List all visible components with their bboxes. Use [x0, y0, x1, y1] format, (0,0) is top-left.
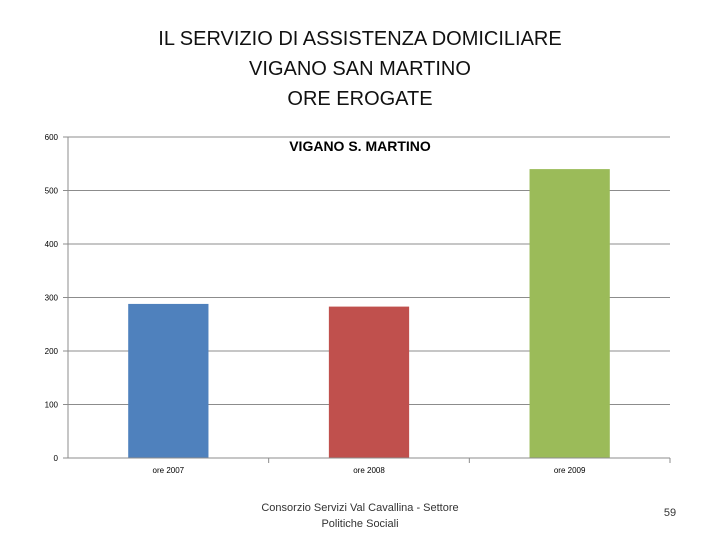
footer-line-1: Consorzio Servizi Val Cavallina - Settor… [261, 502, 459, 514]
bar-ore-2007 [128, 303, 209, 458]
footer-line-2: Politiche Sociali [321, 518, 399, 530]
y-tick-label-100: 100 [45, 401, 59, 410]
chart-title: VIGANO S. MARTINO [289, 138, 431, 154]
slide-title-line-3: ORE EROGATE [287, 88, 433, 110]
y-tick-label-200: 200 [45, 347, 59, 356]
y-tick-label-400: 400 [45, 240, 59, 249]
y-tick-label-300: 300 [45, 294, 59, 303]
y-tick-label-0: 0 [54, 454, 59, 463]
slide-title: IL SERVIZIO DI ASSISTENZA DOMICILIARE VI… [0, 24, 720, 114]
slide-title-line-1: IL SERVIZIO DI ASSISTENZA DOMICILIARE [158, 28, 562, 50]
slide-title-line-2: VIGANO SAN MARTINO [249, 58, 471, 80]
x-tick-label-ore-2009: ore 2009 [554, 466, 586, 475]
page-number: 59 [663, 507, 677, 519]
y-tick-label-500: 500 [45, 187, 59, 196]
y-tick-label-600: 600 [45, 133, 59, 142]
x-tick-label-ore-2007: ore 2007 [153, 466, 185, 475]
bar-ore-2008 [328, 306, 410, 458]
x-tick-label-ore-2008: ore 2008 [353, 466, 385, 475]
footer-text: Consorzio Servizi Val Cavallina - Settor… [255, 500, 465, 532]
bar-ore-2009 [529, 169, 610, 458]
